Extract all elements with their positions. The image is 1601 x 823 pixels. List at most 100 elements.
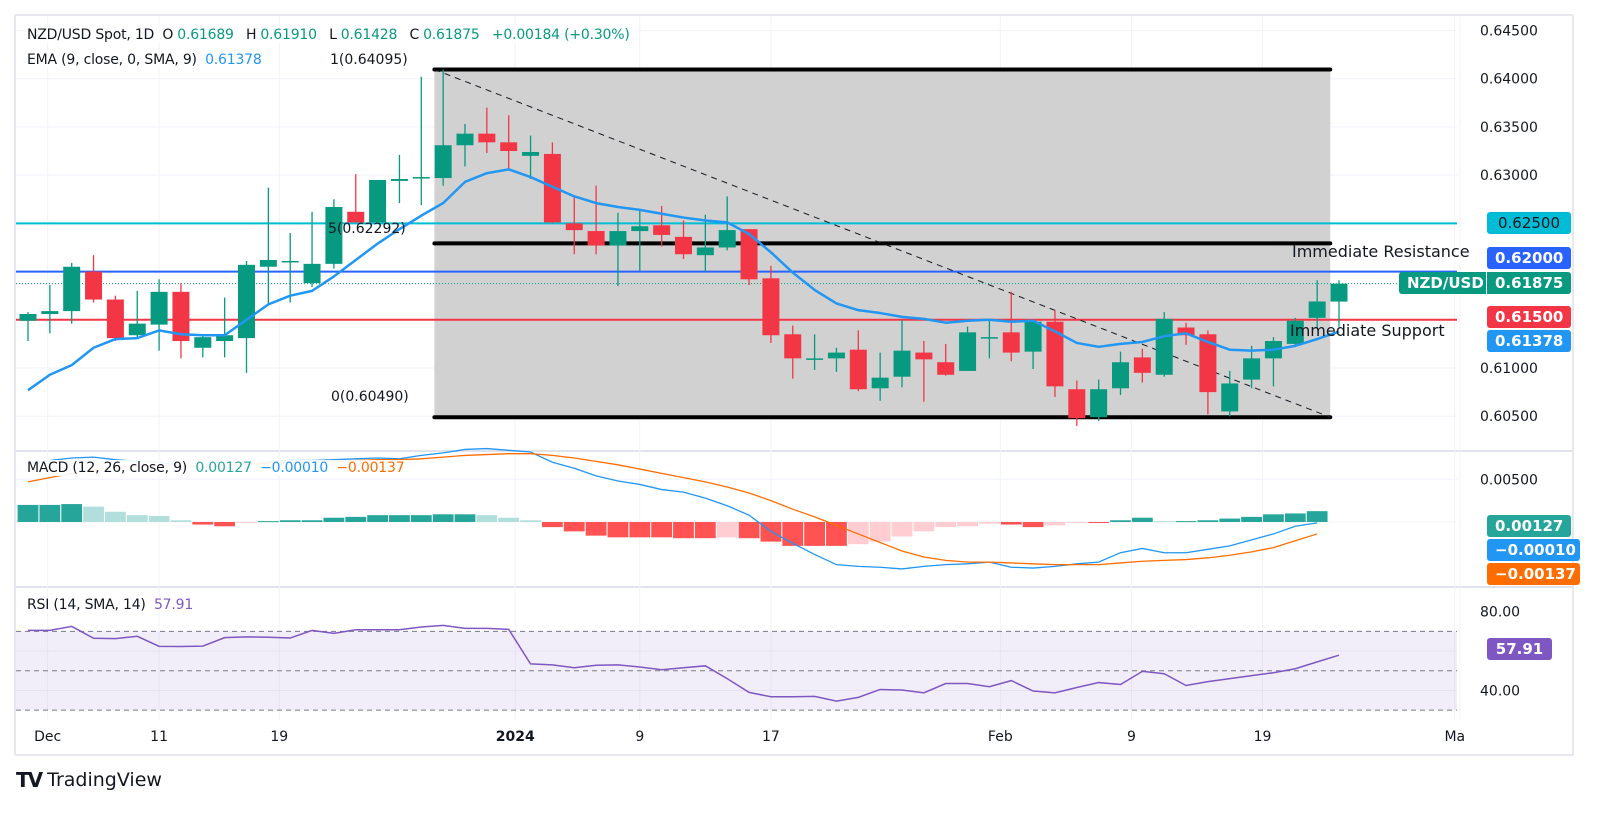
- candle: [1024, 320, 1042, 369]
- low-label: L: [329, 27, 337, 43]
- time-axis-tick: Dec: [34, 729, 61, 745]
- candle: [41, 285, 59, 334]
- symbol-legend: NZD/USD Spot, 1D O 0.61689 H 0.61910 L 0.61…: [24, 27, 637, 43]
- low-value: 0.61428: [340, 27, 398, 43]
- macd-line-value: −0.00010: [260, 460, 329, 476]
- macd-legend[interactable]: MACD (12, 26, close, 9) 0.00127 −0.00010…: [24, 460, 412, 476]
- candle: [172, 283, 190, 359]
- candle-body: [740, 229, 758, 280]
- candle: [937, 343, 955, 376]
- macd-line-tag: −0.00010: [1487, 539, 1580, 561]
- macd-histogram-bar: [367, 515, 388, 522]
- candle-body: [41, 311, 59, 315]
- macd-histogram-bar: [716, 521, 738, 538]
- macd-histogram-bar: [1153, 521, 1175, 523]
- candle-body: [456, 133, 474, 146]
- chart-frame: [14, 14, 1574, 756]
- macd-histogram-bar: [345, 516, 367, 522]
- candle-body: [915, 352, 933, 360]
- rsi-tag: 57.91: [1487, 638, 1552, 660]
- macd-histogram-bar: [891, 521, 913, 537]
- candle: [959, 326, 977, 371]
- candle: [1133, 348, 1151, 383]
- price-axis-tick: 0.61000: [1480, 361, 1538, 377]
- rsi-axis-tick-40: 40.00: [1480, 683, 1520, 699]
- candle-body: [827, 352, 845, 359]
- macd-histogram-bar: [148, 516, 170, 522]
- candle: [631, 208, 649, 271]
- candle: [1199, 330, 1217, 415]
- ema-price-tag: 0.61378: [1487, 330, 1571, 352]
- candle: [915, 341, 933, 402]
- candle: [1330, 280, 1348, 327]
- time-axis-tick: 9: [635, 729, 644, 745]
- candle-body: [478, 133, 496, 143]
- macd-histogram-bar: [957, 521, 978, 527]
- macd-histogram-bar: [1241, 516, 1262, 522]
- macd-histogram-bar: [389, 515, 410, 522]
- macd-histogram-bar: [1131, 517, 1153, 522]
- candle: [281, 233, 299, 303]
- candle-body: [1243, 358, 1261, 380]
- symbol-tag: NZD/USD: [1399, 272, 1486, 294]
- macd-histogram-bar: [979, 521, 1000, 524]
- price-axis-tick: 0.64000: [1480, 72, 1538, 88]
- candle-body: [1002, 332, 1020, 353]
- price-tag-0-615: 0.61500: [1487, 306, 1571, 328]
- macd-histogram-bar: [1219, 518, 1241, 522]
- macd-histogram-bar: [520, 520, 541, 522]
- macd-histogram-bar: [61, 504, 83, 522]
- fib-level-1-label: 1(0.64095): [330, 52, 408, 68]
- candle: [500, 115, 518, 171]
- candle-body: [63, 266, 81, 312]
- candle-body: [172, 291, 190, 342]
- candle: [1286, 317, 1304, 347]
- macd-histogram-bar: [126, 515, 148, 522]
- symbol-title: NZD/USD Spot, 1D: [27, 27, 155, 43]
- candle: [543, 142, 561, 224]
- candle: [128, 290, 146, 338]
- macd-histogram-bar: [192, 521, 214, 525]
- candle-body: [937, 362, 955, 375]
- candle-body: [609, 231, 627, 246]
- macd-histogram-bar: [607, 521, 629, 538]
- macd-histogram-bar: [476, 515, 498, 522]
- tradingview-logo-icon: TV: [16, 768, 43, 792]
- candle-body: [128, 323, 146, 336]
- candle-body: [565, 223, 583, 231]
- price-axis-tick: 0.63000: [1480, 168, 1538, 184]
- candle-body: [959, 332, 977, 371]
- macd-histogram-bar: [738, 521, 760, 539]
- candle-body: [19, 314, 37, 321]
- fib-level-0-label: 0(0.60490): [331, 389, 409, 405]
- macd-histogram-bar: [1175, 521, 1197, 523]
- price-tag-0-620: 0.62000: [1487, 247, 1571, 269]
- immediate-support-label: Immediate Support: [1290, 321, 1445, 340]
- macd-histogram-bar: [1263, 514, 1284, 522]
- macd-signal-tag: −0.00137: [1487, 563, 1580, 585]
- candle: [259, 187, 277, 306]
- candle-body: [106, 299, 124, 339]
- close-label: C: [409, 27, 420, 43]
- tradingview-logo[interactable]: TV TradingView: [16, 768, 162, 792]
- candle: [565, 197, 583, 255]
- candle-body: [150, 291, 168, 325]
- macd-histogram-bar: [105, 511, 126, 522]
- candle-body: [1330, 283, 1348, 302]
- rsi-legend[interactable]: RSI (14, SMA, 14) 57.91: [24, 597, 201, 613]
- macd-histogram-bar: [410, 515, 432, 522]
- time-axis-tick: 17: [762, 729, 780, 745]
- candle: [303, 211, 321, 288]
- rsi-line: [28, 624, 1340, 702]
- candle: [980, 319, 998, 359]
- candle: [390, 154, 408, 204]
- candle: [85, 255, 103, 303]
- macd-hist-value: 0.00127: [195, 460, 252, 476]
- price-axis-tick: 0.63500: [1480, 120, 1538, 136]
- candle: [1155, 312, 1173, 377]
- candle-body: [259, 260, 277, 267]
- candle: [1112, 351, 1129, 396]
- ema-legend[interactable]: EMA (9, close, 0, SMA, 9) 0.61378: [24, 52, 269, 68]
- candle: [893, 319, 911, 388]
